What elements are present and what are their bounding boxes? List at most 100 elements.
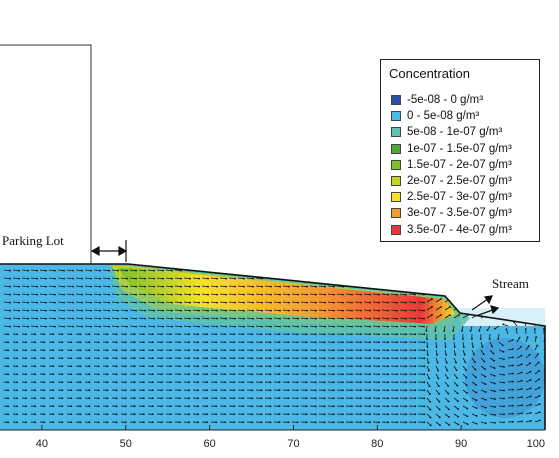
vector-head [548,314,550,316]
vector-head [16,357,18,360]
velocity-vector [192,325,200,327]
vector-head [387,317,389,320]
vector-head [215,405,218,408]
vector-head [233,341,236,344]
vector-head [530,290,532,292]
vector-head [54,317,56,320]
vector-head [297,301,299,304]
vector-head [45,293,47,296]
vector-head [234,301,236,304]
vector-head [530,306,532,308]
vector-head [520,388,523,390]
vector-head [52,405,55,408]
vector-head [396,269,398,272]
vector-head [234,269,236,272]
vector-head [396,397,399,400]
vector-head [305,389,308,392]
legend-swatch [391,111,401,122]
vector-head [61,333,64,336]
vector-head [387,381,390,384]
velocity-vector [57,325,65,327]
vector-head [414,421,417,424]
vector-head [99,293,101,296]
vector-head [288,293,290,296]
vector-head [454,353,457,356]
vector-head [305,333,308,336]
vector-head [485,274,487,276]
vector-head [270,325,272,328]
velocity-vector [273,269,281,271]
vector-head [133,349,136,352]
vector-head [79,389,82,392]
vector-head [479,338,482,340]
vector-head [106,389,109,392]
velocity-vector [309,301,317,303]
velocity-vector [381,301,389,303]
velocity-vector [75,301,83,303]
velocity-vector [462,314,469,319]
vector-head [72,269,74,272]
velocity-vector [309,325,317,327]
velocity-vector [21,317,29,319]
vector-head [188,405,190,408]
vector-head [378,365,380,368]
legend-label: 1e-07 - 1.5e-07 g/m³ [407,142,512,155]
vector-head [224,349,227,352]
vector-head [428,377,431,380]
velocity-vector [111,309,119,311]
vector-head [61,349,64,352]
vector-head [456,392,459,395]
vector-head [234,317,236,320]
vector-head [296,397,299,400]
vector-head [270,301,272,304]
legend-swatch [391,127,401,138]
vector-head [466,392,468,394]
velocity-vector [291,317,299,319]
vector-head [260,421,263,424]
vector-head [529,419,532,422]
vector-head [493,367,496,370]
vector-head [547,378,549,380]
vector-head [537,361,540,364]
vector-head [431,298,433,300]
velocity-vector [417,325,425,327]
velocity-vector [102,317,110,319]
vector-head [449,298,451,300]
vector-head [548,411,550,413]
vector-head [378,301,380,304]
velocity-vector [507,298,514,303]
x-tick-label: 40 [36,438,48,450]
velocity-vector [183,317,191,319]
vector-head [225,325,227,328]
vector-head [423,301,425,304]
vector-head [458,266,460,268]
vector-head [428,393,431,395]
vector-head [484,383,487,386]
vector-head [503,381,505,384]
velocity-vector [444,282,451,287]
vector-head [414,341,417,344]
vector-head [36,325,38,328]
vector-head [99,301,101,304]
vector-head [124,397,127,400]
velocity-vector [246,293,254,295]
vector-head [405,381,408,384]
legend-item: 2e-07 - 2.5e-07 g/m³ [391,174,512,188]
velocity-vector [282,301,290,303]
vector-head [54,325,56,328]
vector-head [36,301,38,304]
vector-head [457,423,460,426]
vector-head [160,421,163,424]
velocity-vector [408,285,416,287]
vector-head [18,277,20,280]
vector-head [539,298,541,300]
vector-head [405,397,408,400]
vector-head [215,341,218,344]
vector-head [115,349,118,352]
vector-head [115,397,118,400]
vector-head [270,285,272,288]
vector-head [16,349,18,352]
vector-head [179,405,181,408]
velocity-vector [129,325,137,327]
vector-head [278,341,281,344]
